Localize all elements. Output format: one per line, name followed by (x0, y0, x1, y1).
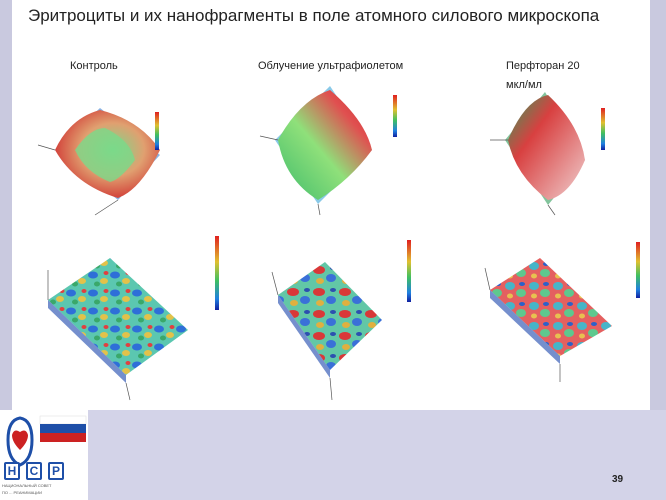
left-border (0, 0, 12, 410)
column-label-perftoran-line1: Перфторан 20 (506, 60, 580, 72)
organization-logo (0, 410, 88, 500)
slide-title: Эритроциты и их нанофрагменты в поле ато… (28, 6, 600, 25)
afm-surface-perftoran (484, 242, 640, 382)
right-border (650, 0, 666, 410)
logo-caption-2: ПО ... РЕАНИМАЦИИ (2, 490, 43, 495)
logo-caption-1: НАЦИОНАЛЬНЫЙ СОВЕТ (2, 483, 52, 488)
page-number: 39 (612, 474, 624, 485)
afm-cell-control (37, 108, 160, 216)
logo-letter-n: Н (4, 462, 20, 480)
afm-cell-perftoran (490, 92, 605, 216)
afm-surface-control (47, 236, 219, 401)
column-label-perftoran-line2: мкл/мл (506, 79, 542, 91)
afm-cell-uv (259, 86, 397, 216)
logo-letter-r: Р (48, 462, 64, 480)
column-label-control: Контроль (70, 60, 118, 72)
column-label-uv: Облучение ультрафиолетом (258, 60, 404, 72)
logo-letter-s: С (26, 462, 42, 480)
afm-surface-uv (271, 240, 411, 401)
